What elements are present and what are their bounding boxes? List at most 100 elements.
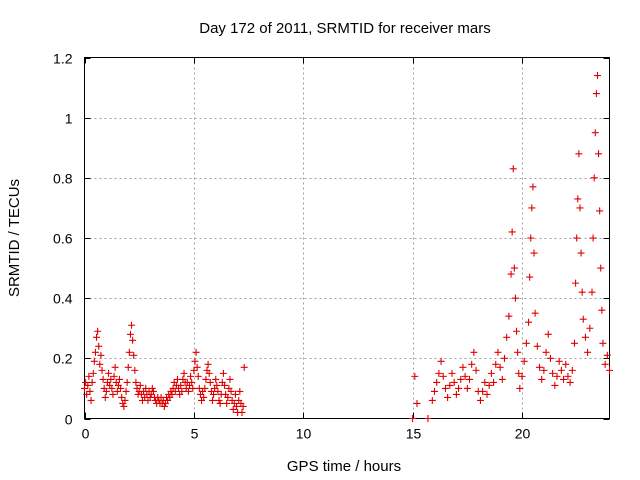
data-point [531,309,539,317]
data-point [566,378,574,386]
data-point [90,357,98,365]
data-point [560,375,568,383]
data-point [553,372,561,380]
data-point [148,384,156,392]
data-point [584,348,592,356]
data-point [212,375,220,383]
data-point [518,372,526,380]
data-point [468,360,476,368]
data-point [111,363,119,371]
data-point [117,384,125,392]
data-point [149,387,157,395]
x-tick-label: 20 [515,426,531,442]
data-point [595,150,603,158]
data-point [191,357,199,365]
data-point [136,381,144,389]
data-point [551,381,559,389]
data-point [476,396,484,404]
data-point [573,234,581,242]
data-point [441,384,449,392]
data-point [216,399,224,407]
data-point [596,207,604,215]
data-point [571,339,578,347]
data-point [132,378,140,386]
data-point [227,387,235,395]
data-point [575,150,583,158]
x-tick-label: 10 [296,426,312,442]
data-point [168,390,176,398]
data-point [546,354,554,362]
data-point [109,390,117,398]
data-point [233,402,241,410]
data-point [411,372,419,380]
data-point [219,369,227,377]
data-point [210,390,218,398]
data-point [538,375,546,383]
data-point [98,366,106,374]
data-point [105,369,113,377]
data-point [188,378,196,386]
data-point [450,378,458,386]
data-point [606,366,613,374]
x-tick-label: 5 [191,426,199,442]
data-point [81,384,88,392]
data-point [431,387,438,395]
data-point [213,381,221,389]
data-point [466,375,473,383]
data-point [529,183,537,191]
data-point [574,195,582,203]
data-point [439,372,447,380]
y-tick-label: 0.4 [53,291,73,307]
data-point [121,396,129,404]
data-point [85,372,93,380]
data-point [160,402,168,410]
data-point [190,366,198,374]
x-tick-label: 0 [82,426,90,442]
data-point [481,378,489,386]
data-point [437,357,445,365]
data-point [492,360,500,368]
data-point [457,375,465,383]
data-point [223,399,231,407]
data-point [236,387,244,395]
data-point [601,360,609,368]
data-point [413,399,421,407]
data-point [459,363,467,371]
data-point [208,396,216,404]
data-point [590,174,598,182]
data-point [83,390,91,398]
data-point [490,378,498,386]
data-point [598,306,606,314]
data-point [129,336,137,344]
data-point [99,375,107,383]
data-point [463,384,471,392]
data-point [101,393,109,401]
data-point [91,348,99,356]
data-point [107,375,115,383]
data-point [238,408,246,416]
data-point [122,387,130,395]
data-point [224,393,232,401]
data-point [528,204,536,212]
data-point [515,369,523,377]
data-point [516,384,524,392]
y-tick-label: 1.2 [53,51,73,67]
data-point [435,369,443,377]
data-point [177,381,185,389]
data-point [200,393,208,401]
data-point [505,312,513,320]
data-point [229,405,237,413]
data-point [94,327,102,335]
data-point [194,372,202,380]
axis-ticks: 0 5 10 15 20 0 0.2 0.4 0.6 0.8 1 1.2 [53,51,610,442]
data-point [603,351,611,359]
data-point [130,351,138,359]
data-point [84,381,92,389]
data-point [120,402,128,410]
x-axis-label: GPS time / hours [287,458,401,475]
data-point [498,375,506,383]
y-axis-label: SRMTID / TECUs [6,179,23,297]
data-point [180,369,188,377]
data-point [511,294,519,302]
data-point [125,348,133,356]
